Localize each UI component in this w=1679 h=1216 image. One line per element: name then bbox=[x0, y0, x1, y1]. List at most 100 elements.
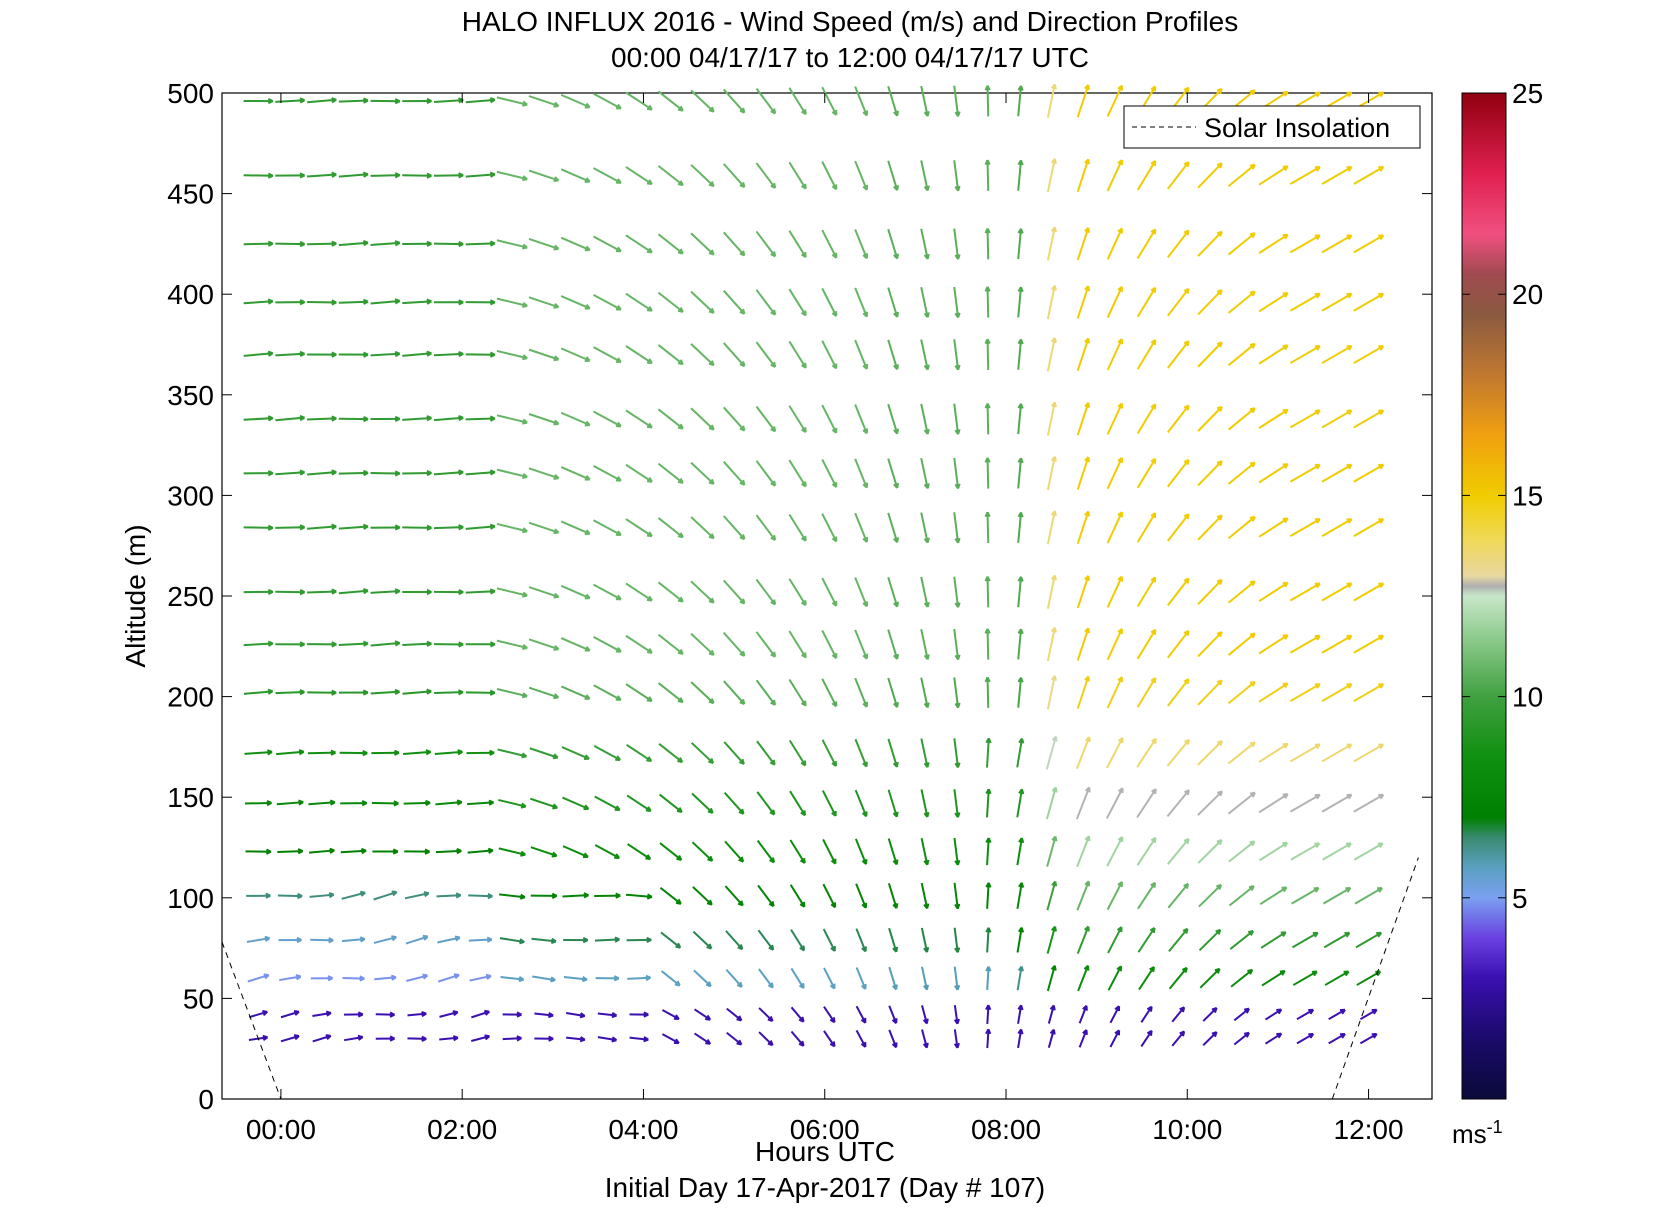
wind-arrow bbox=[1324, 970, 1350, 986]
wind-arrow bbox=[629, 1036, 649, 1043]
wind-arrow bbox=[307, 689, 337, 696]
wind-arrow bbox=[1046, 627, 1057, 662]
wind-arrow bbox=[307, 171, 337, 178]
wind-arrow bbox=[530, 846, 558, 858]
wind-arrow bbox=[433, 351, 464, 358]
wind-arrow bbox=[984, 286, 991, 318]
wind-arrow bbox=[984, 159, 991, 191]
wind-arrow bbox=[467, 799, 495, 806]
y-tick-label: 450 bbox=[167, 179, 214, 210]
wind-arrow bbox=[984, 628, 991, 660]
wind-arrow bbox=[1321, 793, 1353, 813]
wind-arrow bbox=[1258, 292, 1289, 313]
wind-arrow bbox=[887, 738, 899, 768]
wind-arrow bbox=[1167, 513, 1190, 542]
wind-arrow bbox=[953, 789, 961, 818]
wind-arrow bbox=[920, 228, 930, 260]
wind-arrow bbox=[497, 748, 528, 759]
y-axis-label: Altitude (m) bbox=[120, 524, 151, 667]
wind-arrow bbox=[854, 738, 868, 768]
wind-arrow bbox=[985, 788, 992, 818]
wind-arrow bbox=[338, 588, 369, 595]
wind-arrow bbox=[528, 238, 560, 251]
wind-arrow bbox=[277, 848, 304, 855]
wind-arrow bbox=[1106, 575, 1123, 608]
wind-arrow bbox=[722, 289, 746, 315]
wind-arrow bbox=[1227, 290, 1256, 314]
wind-arrow bbox=[342, 975, 365, 982]
wind-arrow bbox=[1359, 1032, 1378, 1045]
wind-arrow bbox=[1291, 887, 1320, 905]
wind-arrow bbox=[597, 1036, 618, 1043]
wind-arrow bbox=[690, 742, 715, 765]
wind-arrow bbox=[920, 286, 930, 318]
wind-arrow bbox=[371, 800, 399, 807]
wind-arrow bbox=[530, 892, 558, 899]
wind-arrow bbox=[625, 634, 653, 654]
wind-arrow bbox=[788, 578, 807, 607]
solar-insolation-left bbox=[221, 941, 282, 1100]
wind-arrow bbox=[1106, 402, 1123, 435]
wind-arrow bbox=[821, 458, 838, 488]
wind-arrow bbox=[1136, 836, 1157, 866]
wind-arrow bbox=[690, 580, 715, 604]
wind-arrow bbox=[465, 588, 496, 595]
wind-arrow bbox=[657, 165, 684, 187]
wind-arrow bbox=[1046, 786, 1058, 820]
wind-arrow bbox=[1289, 793, 1321, 813]
wind-arrow bbox=[243, 470, 274, 477]
wind-arrow bbox=[1046, 925, 1057, 954]
wind-arrow bbox=[690, 164, 715, 188]
wind-arrow bbox=[726, 1007, 743, 1022]
wind-arrow bbox=[1229, 929, 1254, 950]
wind-arrow bbox=[1353, 683, 1385, 702]
wind-arrow bbox=[790, 1030, 805, 1047]
wind-arrow bbox=[1106, 676, 1123, 709]
wind-arrow bbox=[1137, 881, 1157, 910]
wind-arrow bbox=[433, 524, 464, 531]
wind-arrow bbox=[307, 469, 337, 476]
wind-arrow bbox=[402, 588, 432, 596]
wind-arrow bbox=[821, 739, 837, 767]
wind-arrow bbox=[407, 1035, 427, 1042]
wind-arrow bbox=[433, 172, 464, 179]
wind-arrow bbox=[1168, 966, 1188, 990]
wind-arrow bbox=[1106, 787, 1124, 819]
wind-arrow bbox=[984, 457, 991, 489]
wind-arrow bbox=[887, 677, 899, 708]
wind-arrow bbox=[1136, 512, 1157, 543]
wind-arrow bbox=[560, 347, 591, 362]
wind-arrow bbox=[307, 641, 337, 648]
colorbar-tick-label: 10 bbox=[1512, 682, 1543, 713]
wind-arrow bbox=[920, 927, 930, 953]
wind-arrow bbox=[690, 516, 715, 540]
wind-arrow bbox=[888, 1029, 898, 1049]
wind-arrow bbox=[854, 629, 869, 660]
wind-arrow bbox=[854, 339, 869, 370]
wind-arrow bbox=[953, 512, 961, 544]
wind-arrow bbox=[887, 883, 899, 909]
wind-arrow bbox=[625, 234, 653, 254]
wind-arrow bbox=[243, 688, 274, 695]
wind-arrow bbox=[370, 240, 401, 247]
wind-arrow bbox=[1167, 837, 1190, 865]
wind-arrow bbox=[1046, 880, 1058, 911]
wind-arrow bbox=[338, 523, 369, 530]
wind-arrow bbox=[1017, 286, 1024, 318]
wind-arrow bbox=[1046, 456, 1057, 491]
wind-arrow bbox=[661, 1033, 680, 1045]
wind-arrow bbox=[276, 749, 305, 756]
wind-arrow bbox=[1227, 680, 1256, 705]
wind-arrow bbox=[854, 86, 869, 117]
wind-arrow bbox=[985, 927, 992, 953]
wind-arrow bbox=[243, 298, 274, 305]
wind-arrow bbox=[788, 630, 807, 659]
wind-arrow bbox=[1197, 289, 1223, 316]
wind-arrow bbox=[405, 934, 429, 945]
wind-arrow bbox=[692, 886, 713, 906]
chart-title: HALO INFLUX 2016 - Wind Speed (m/s) and … bbox=[461, 6, 1239, 37]
wind-arrow bbox=[498, 847, 526, 857]
wind-arrow bbox=[1202, 1006, 1218, 1022]
wind-arrow bbox=[1227, 632, 1256, 656]
wind-arrow bbox=[593, 464, 622, 482]
